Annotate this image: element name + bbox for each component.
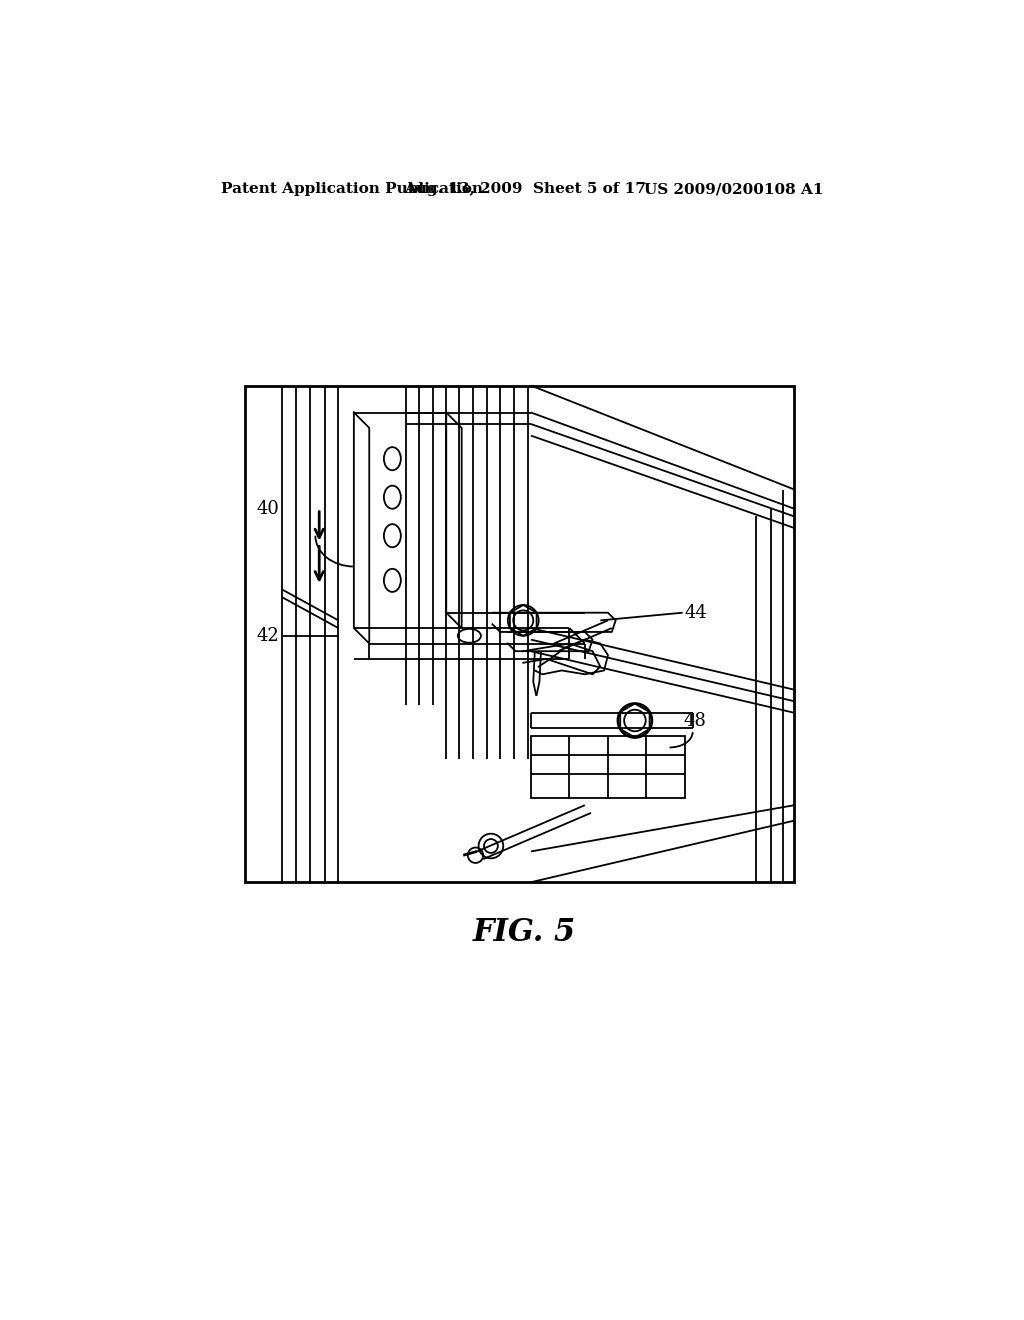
Bar <box>531 737 685 797</box>
Text: Patent Application Publication: Patent Application Publication <box>221 182 483 197</box>
Text: FIG. 5: FIG. 5 <box>473 917 577 948</box>
Text: 44: 44 <box>685 603 708 622</box>
Text: US 2009/0200108 A1: US 2009/0200108 A1 <box>644 182 823 197</box>
Bar <box>245 385 795 882</box>
Text: 48: 48 <box>683 711 707 730</box>
Text: 40: 40 <box>256 500 280 517</box>
Text: Aug. 13, 2009  Sheet 5 of 17: Aug. 13, 2009 Sheet 5 of 17 <box>403 182 646 197</box>
Text: 42: 42 <box>256 627 280 644</box>
